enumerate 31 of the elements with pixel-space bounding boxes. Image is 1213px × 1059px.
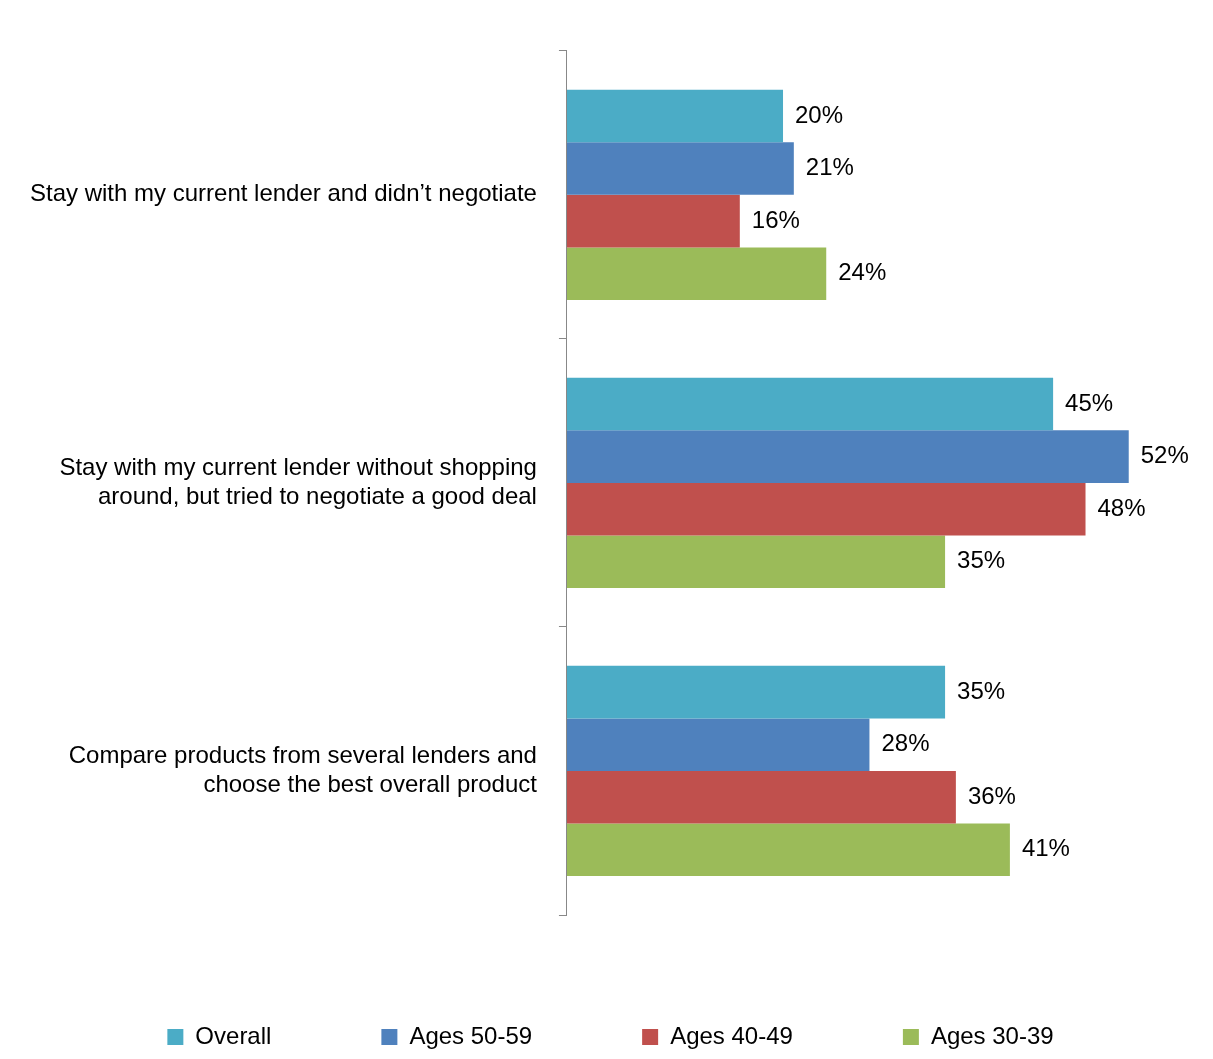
bar xyxy=(566,535,946,589)
data-label: 48% xyxy=(1097,493,1146,521)
bar xyxy=(566,430,1129,483)
data-label: 41% xyxy=(1021,834,1070,862)
data-label: 35% xyxy=(957,676,1006,704)
data-label: 45% xyxy=(1065,388,1114,416)
y-tick-label: Compare products from several lenders and choose the best overall product xyxy=(68,741,538,797)
data-label: 20% xyxy=(795,100,844,128)
y-tick-label: Stay with my current lender and didn’t negotiate xyxy=(30,179,537,207)
bar xyxy=(566,377,1054,431)
bar xyxy=(566,665,946,719)
bar xyxy=(566,823,1010,877)
bar xyxy=(566,247,827,300)
data-label: 24% xyxy=(838,258,887,286)
legend-label: Ages 30-39 xyxy=(930,1021,1054,1049)
data-label: 28% xyxy=(881,729,930,757)
data-label: 16% xyxy=(751,205,800,233)
bar xyxy=(566,482,1086,536)
data-label: 35% xyxy=(957,546,1006,574)
legend-label: Overall xyxy=(195,1021,272,1049)
data-label: 21% xyxy=(805,153,854,181)
bar xyxy=(566,194,740,248)
legend-label: Ages 40-49 xyxy=(670,1021,793,1049)
bar xyxy=(566,142,794,195)
y-tick-label: Stay with my current lender without shopping around, but tried to negotiate a good deal xyxy=(59,453,537,509)
bar xyxy=(566,718,870,771)
bar xyxy=(566,770,956,824)
data-label: 52% xyxy=(1140,441,1189,469)
data-label: 36% xyxy=(967,781,1016,809)
legend-label: Ages 50-59 xyxy=(409,1021,533,1049)
bar xyxy=(566,89,784,143)
